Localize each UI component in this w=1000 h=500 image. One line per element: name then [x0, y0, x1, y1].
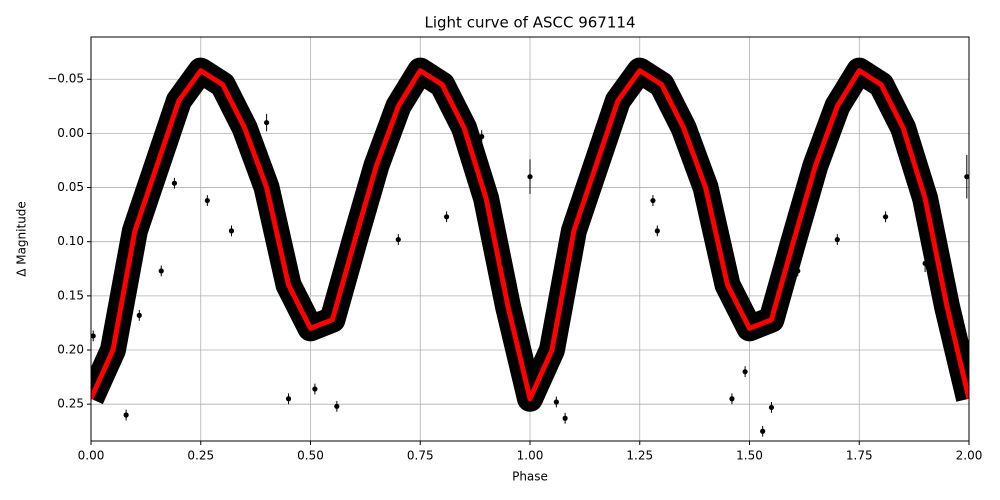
- data-point: [964, 174, 969, 180]
- y-tick-label: −0.05: [47, 72, 84, 86]
- data-point: [171, 180, 178, 186]
- data-point: [834, 236, 840, 243]
- plot-area: [91, 57, 969, 437]
- binned-curve: [91, 68, 969, 402]
- data-point: [136, 312, 142, 318]
- y-tick-label: 0.05: [57, 180, 84, 194]
- data-point: [228, 228, 235, 234]
- data-point: [882, 214, 889, 220]
- data-point: [501, 260, 507, 266]
- y-tick-label: 0.10: [57, 234, 84, 248]
- x-tick-label: 0.25: [187, 449, 214, 463]
- x-tick-label: 1.75: [846, 449, 873, 463]
- x-tick-label: 1.25: [626, 449, 653, 463]
- y-tick-label: 0.25: [57, 397, 84, 411]
- plot-frame: [90, 36, 970, 442]
- data-point: [527, 174, 533, 180]
- data-point: [562, 415, 568, 421]
- chart-title: Light curve of ASCC 967114: [425, 14, 636, 32]
- data-point: [285, 396, 292, 402]
- data-point: [334, 403, 340, 409]
- y-axis-label: Δ Magnitude: [15, 201, 29, 277]
- y-tick-label: 0.15: [57, 288, 84, 302]
- data-point: [158, 268, 164, 274]
- data-point: [650, 197, 656, 204]
- data-point: [395, 236, 401, 243]
- data-point: [922, 260, 928, 266]
- data-point: [742, 369, 748, 375]
- data-point: [795, 268, 801, 274]
- x-tick-label: 1.50: [736, 449, 763, 463]
- y-tick-label: 0.00: [57, 126, 84, 140]
- x-tick-label: 1.00: [517, 449, 544, 463]
- data-point: [729, 396, 735, 402]
- x-tick-label: 2.00: [956, 449, 983, 463]
- data-point: [123, 412, 129, 418]
- x-tick-label: 0.00: [78, 449, 105, 463]
- y-tick-label: 0.20: [57, 343, 84, 357]
- data-point: [312, 386, 318, 392]
- data-point: [443, 214, 450, 220]
- x-axis-label: Phase: [512, 470, 548, 484]
- data-point: [264, 119, 270, 126]
- data-point: [204, 197, 210, 204]
- x-tick-label: 0.50: [297, 449, 324, 463]
- data-point: [91, 333, 96, 339]
- data-point: [553, 399, 559, 405]
- data-point: [654, 228, 660, 234]
- x-tick-label: 0.75: [407, 449, 434, 463]
- data-point: [479, 134, 485, 140]
- data-point: [760, 428, 766, 434]
- data-point: [768, 404, 775, 411]
